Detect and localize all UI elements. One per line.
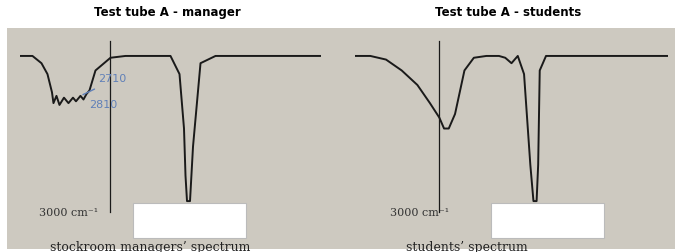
FancyBboxPatch shape	[133, 203, 246, 238]
Text: 2710: 2710	[98, 74, 126, 84]
Text: 2810: 2810	[89, 100, 118, 110]
Text: Test tube A - manager: Test tube A - manager	[93, 6, 241, 19]
Text: stockroom managers’ spectrum: stockroom managers’ spectrum	[50, 241, 250, 252]
FancyBboxPatch shape	[7, 28, 675, 249]
Text: 1725 cm⁻¹: 1725 cm⁻¹	[157, 214, 222, 227]
Text: 3000 cm⁻¹: 3000 cm⁻¹	[39, 208, 98, 218]
FancyBboxPatch shape	[491, 203, 604, 238]
Text: 3000 cm⁻¹: 3000 cm⁻¹	[390, 208, 449, 218]
Text: students’ spectrum: students’ spectrum	[406, 241, 528, 252]
Text: 1710 cm⁻¹: 1710 cm⁻¹	[514, 214, 581, 227]
Text: Test tube A - students: Test tube A - students	[435, 6, 581, 19]
